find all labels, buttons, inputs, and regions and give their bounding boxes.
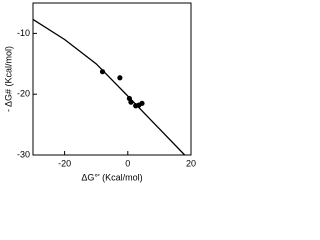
point xyxy=(128,99,134,105)
point xyxy=(99,69,106,75)
chart: ΔG°' (Kcal/mol) - ΔG# (Kcal/mol) -20 0 20 -… xyxy=(3,2,196,182)
x-tick-label: 20 xyxy=(186,158,196,168)
y-tick-label: -10 xyxy=(17,28,30,38)
point xyxy=(117,75,123,81)
x-tick-label: -20 xyxy=(58,158,71,168)
y-tick-label: -20 xyxy=(17,89,30,99)
x-tick-label: 0 xyxy=(125,158,130,168)
y-axis-label: - ΔG# (Kcal/mol) xyxy=(3,46,13,112)
curve xyxy=(32,18,186,156)
point xyxy=(139,100,145,106)
y-tick-label: -30 xyxy=(17,149,30,159)
x-axis-label: ΔG°' (Kcal/mol) xyxy=(81,172,142,182)
plot-frame xyxy=(32,2,192,156)
